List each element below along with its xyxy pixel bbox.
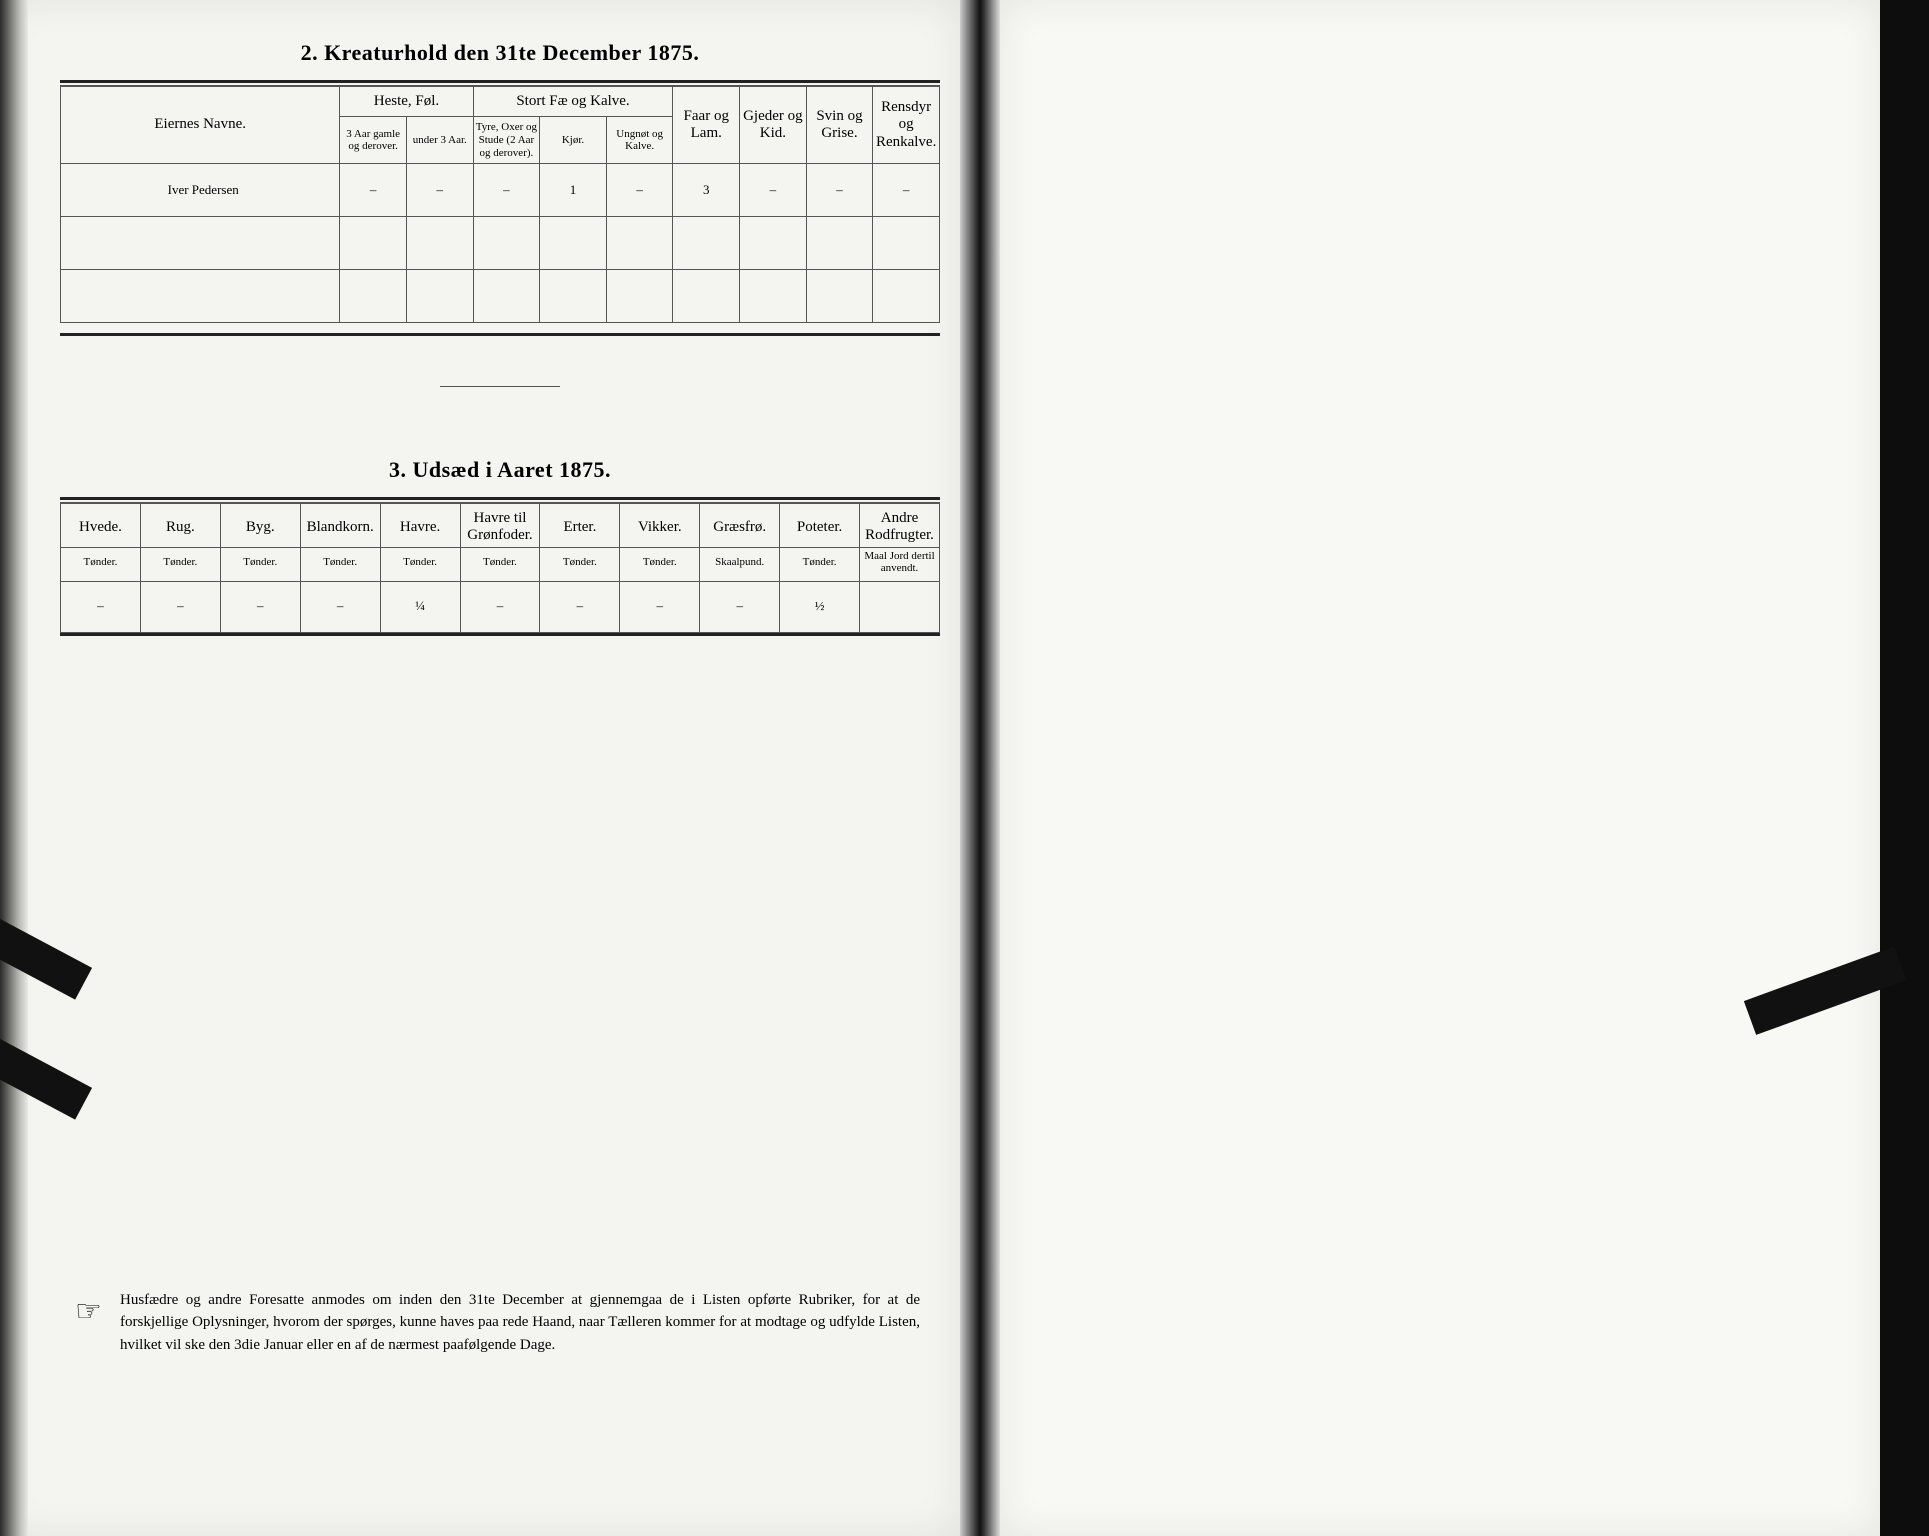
left-page: 2. Kreaturhold den 31te December 1875. E… bbox=[0, 0, 960, 1536]
unit: Tønder. bbox=[780, 547, 860, 581]
sowing-table: Hvede. Rug. Byg. Blandkorn. Havre. Havre… bbox=[60, 503, 940, 633]
livestock-table: Eiernes Navne. Heste, Føl. Stort Fæ og K… bbox=[60, 86, 940, 323]
cell bbox=[873, 217, 940, 270]
unit: Tønder. bbox=[540, 547, 620, 581]
cell: – bbox=[140, 581, 220, 632]
col-horse-u3: under 3 Aar. bbox=[406, 117, 473, 164]
col-peas: Erter. bbox=[540, 504, 620, 548]
footer-note: ☞ Husfædre og andre Foresatte anmodes om… bbox=[120, 1289, 920, 1357]
section2-title: 2. Kreaturhold den 31te December 1875. bbox=[60, 40, 940, 66]
unit: Tønder. bbox=[61, 547, 141, 581]
cell: – bbox=[220, 581, 300, 632]
cell bbox=[406, 270, 473, 323]
cell bbox=[61, 217, 340, 270]
table-row bbox=[61, 270, 940, 323]
cell: – bbox=[473, 164, 540, 217]
book-binding bbox=[960, 0, 1000, 1536]
cell: – bbox=[606, 164, 673, 217]
cell: – bbox=[740, 164, 807, 217]
table-row: – – – – ¼ – – – – ½ bbox=[61, 581, 940, 632]
cell: – bbox=[61, 581, 141, 632]
col-group-horses: Heste, Føl. bbox=[340, 87, 473, 117]
cell: 1 bbox=[540, 164, 607, 217]
unit: Tønder. bbox=[620, 547, 700, 581]
cell: – bbox=[460, 581, 540, 632]
cell bbox=[61, 270, 340, 323]
unit: Tønder. bbox=[220, 547, 300, 581]
cell: – bbox=[700, 581, 780, 632]
col-reindeer: Rensdyr og Renkalve. bbox=[873, 87, 940, 164]
pointing-hand-icon: ☞ bbox=[75, 1289, 102, 1334]
col-bulls: Tyre, Oxer og Stude (2 Aar og derover). bbox=[473, 117, 540, 164]
cell bbox=[406, 217, 473, 270]
col-calves: Ungnøt og Kalve. bbox=[606, 117, 673, 164]
col-oats-green: Havre til Grønfoder. bbox=[460, 504, 540, 548]
col-vetch: Vikker. bbox=[620, 504, 700, 548]
cell: – bbox=[806, 164, 873, 217]
col-owner-name: Eiernes Navne. bbox=[61, 87, 340, 164]
cell bbox=[340, 270, 407, 323]
owner-name: Iver Pedersen bbox=[61, 164, 340, 217]
spine-shadow bbox=[0, 0, 28, 1536]
footer-text: Husfædre og andre Foresatte anmodes om i… bbox=[120, 1292, 920, 1353]
cell bbox=[740, 217, 807, 270]
unit: Tønder. bbox=[300, 547, 380, 581]
cell bbox=[806, 217, 873, 270]
divider-short bbox=[440, 386, 560, 387]
table-row bbox=[61, 217, 940, 270]
col-mixed: Blandkorn. bbox=[300, 504, 380, 548]
col-roots: Andre Rodfrugter. bbox=[860, 504, 940, 548]
cell bbox=[860, 581, 940, 632]
col-oats: Havre. bbox=[380, 504, 460, 548]
col-rye: Rug. bbox=[140, 504, 220, 548]
cell bbox=[806, 270, 873, 323]
cell bbox=[873, 270, 940, 323]
cell bbox=[540, 270, 607, 323]
cell bbox=[340, 217, 407, 270]
cell bbox=[740, 270, 807, 323]
col-goats: Gjeder og Kid. bbox=[740, 87, 807, 164]
cell: – bbox=[340, 164, 407, 217]
cell: 3 bbox=[673, 164, 740, 217]
col-sheep: Faar og Lam. bbox=[673, 87, 740, 164]
cell: – bbox=[620, 581, 700, 632]
col-horse-3plus: 3 Aar gamle og derover. bbox=[340, 117, 407, 164]
cell: – bbox=[873, 164, 940, 217]
cell: – bbox=[406, 164, 473, 217]
cell: – bbox=[300, 581, 380, 632]
cell bbox=[606, 217, 673, 270]
unit: Tønder. bbox=[140, 547, 220, 581]
cell bbox=[473, 270, 540, 323]
book-spread: 2. Kreaturhold den 31te December 1875. E… bbox=[0, 0, 1929, 1536]
cell bbox=[540, 217, 607, 270]
scan-edge bbox=[1880, 0, 1929, 1536]
col-grass: Græsfrø. bbox=[700, 504, 780, 548]
rule-heavy bbox=[60, 633, 940, 636]
cell bbox=[673, 270, 740, 323]
col-potatoes: Poteter. bbox=[780, 504, 860, 548]
col-cows: Kjør. bbox=[540, 117, 607, 164]
col-barley: Byg. bbox=[220, 504, 300, 548]
col-group-cattle: Stort Fæ og Kalve. bbox=[473, 87, 673, 117]
cell: ½ bbox=[780, 581, 860, 632]
section3-title: 3. Udsæd i Aaret 1875. bbox=[60, 457, 940, 483]
rule-heavy bbox=[60, 333, 940, 336]
table-row: Iver Pedersen – – – 1 – 3 – – – bbox=[61, 164, 940, 217]
cell bbox=[473, 217, 540, 270]
unit: Skaalpund. bbox=[700, 547, 780, 581]
col-wheat: Hvede. bbox=[61, 504, 141, 548]
unit: Tønder. bbox=[380, 547, 460, 581]
col-pigs: Svin og Grise. bbox=[806, 87, 873, 164]
cell bbox=[606, 270, 673, 323]
unit: Tønder. bbox=[460, 547, 540, 581]
right-page bbox=[1000, 0, 1880, 1536]
unit: Maal Jord dertil anvendt. bbox=[860, 547, 940, 581]
rule-heavy bbox=[60, 497, 940, 500]
rule-heavy bbox=[60, 80, 940, 83]
cell bbox=[673, 217, 740, 270]
cell: – bbox=[540, 581, 620, 632]
cell: ¼ bbox=[380, 581, 460, 632]
